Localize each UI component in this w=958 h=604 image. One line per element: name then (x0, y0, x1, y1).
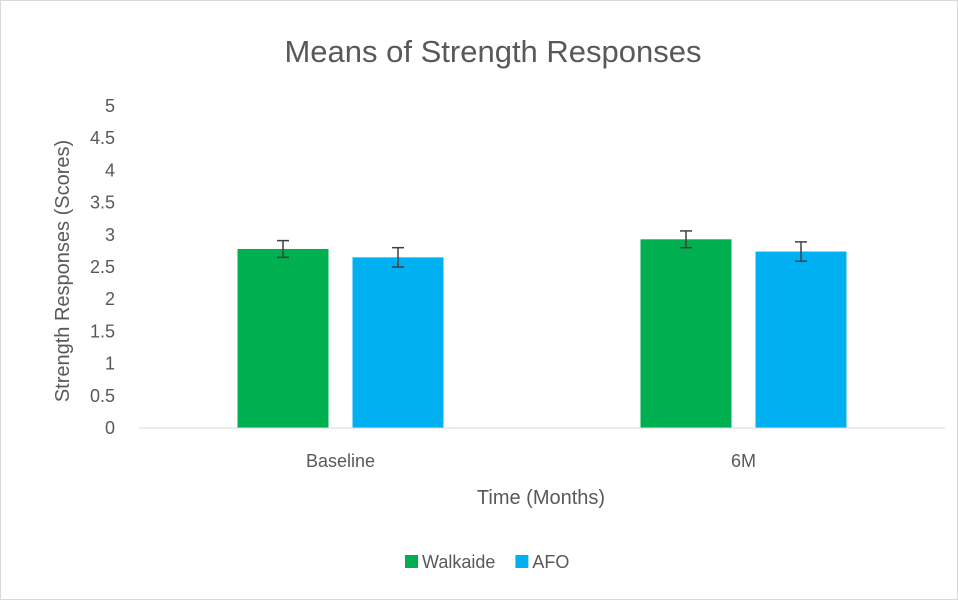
x-tick-label: 6M (731, 451, 756, 471)
y-axis-tick-labels: 0 0.5 1 1.5 2 2.5 3 3.5 4 4.5 5 (90, 96, 115, 438)
legend-swatch (515, 555, 529, 568)
legend-label: AFO (532, 552, 569, 572)
y-tick-label: 1 (105, 354, 115, 374)
legend-item-afo: AFO (515, 552, 569, 572)
legend: Walkaide AFO (405, 552, 569, 572)
error-bar-afo-baseline (392, 246, 404, 268)
error-bar-walkaide-baseline (277, 239, 289, 259)
chart-title: Means of Strength Responses (284, 34, 701, 69)
bars (237, 239, 847, 428)
x-tick-label: Baseline (306, 451, 375, 471)
y-tick-label: 0 (105, 418, 115, 438)
y-tick-label: 4.5 (90, 128, 115, 148)
legend-swatch (405, 555, 418, 568)
y-tick-label: 3 (105, 225, 115, 245)
y-tick-label: 1.5 (90, 321, 115, 341)
x-axis-tick-labels: Baseline 6M (306, 451, 756, 471)
y-tick-label: 5 (105, 96, 115, 116)
bar-afo-baseline (352, 257, 444, 428)
y-tick-label: 2.5 (90, 257, 115, 277)
y-tick-label: 4 (105, 160, 115, 180)
x-axis-title: Time (Months) (477, 487, 605, 509)
bar-walkaide-baseline (237, 248, 329, 428)
legend-label: Walkaide (422, 552, 495, 572)
error-bar-afo-6m (795, 241, 807, 262)
y-tick-label: 0.5 (90, 386, 115, 406)
y-tick-label: 2 (105, 289, 115, 309)
y-axis-title: Strength Responses (Scores) (52, 140, 74, 402)
error-bar-walkaide-6m (680, 230, 692, 249)
y-tick-label: 3.5 (90, 193, 115, 213)
bar-walkaide-6m (640, 239, 732, 428)
legend-item-walkaide: Walkaide (405, 552, 495, 572)
error-bars (277, 230, 807, 268)
bar-afo-6m (755, 251, 847, 428)
